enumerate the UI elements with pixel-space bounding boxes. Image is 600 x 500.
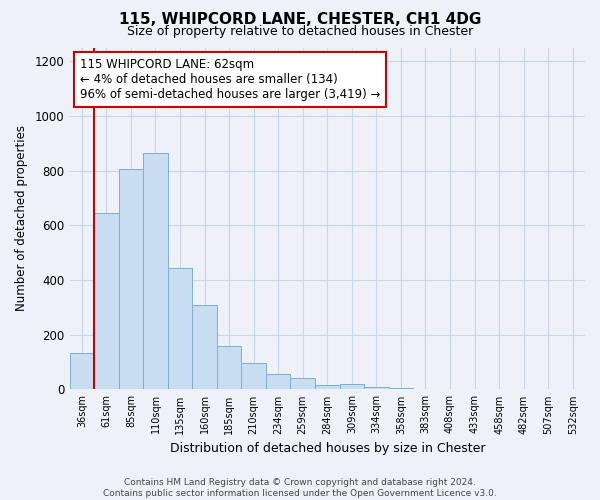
Bar <box>168 268 192 390</box>
Text: Contains HM Land Registry data © Crown copyright and database right 2024.
Contai: Contains HM Land Registry data © Crown c… <box>103 478 497 498</box>
Bar <box>143 153 168 390</box>
Bar <box>340 384 364 390</box>
Bar <box>364 386 389 390</box>
Text: 115, WHIPCORD LANE, CHESTER, CH1 4DG: 115, WHIPCORD LANE, CHESTER, CH1 4DG <box>119 12 481 28</box>
Bar <box>70 352 94 390</box>
Text: Size of property relative to detached houses in Chester: Size of property relative to detached ho… <box>127 25 473 38</box>
Bar <box>192 304 217 390</box>
Bar <box>266 374 290 390</box>
Bar <box>290 378 315 390</box>
Bar <box>315 386 340 390</box>
Bar <box>119 169 143 390</box>
Text: 115 WHIPCORD LANE: 62sqm
← 4% of detached houses are smaller (134)
96% of semi-d: 115 WHIPCORD LANE: 62sqm ← 4% of detache… <box>80 58 380 101</box>
Bar <box>241 364 266 390</box>
Bar <box>94 213 119 390</box>
Bar <box>217 346 241 390</box>
Y-axis label: Number of detached properties: Number of detached properties <box>15 126 28 312</box>
X-axis label: Distribution of detached houses by size in Chester: Distribution of detached houses by size … <box>170 442 485 455</box>
Bar <box>389 388 413 390</box>
